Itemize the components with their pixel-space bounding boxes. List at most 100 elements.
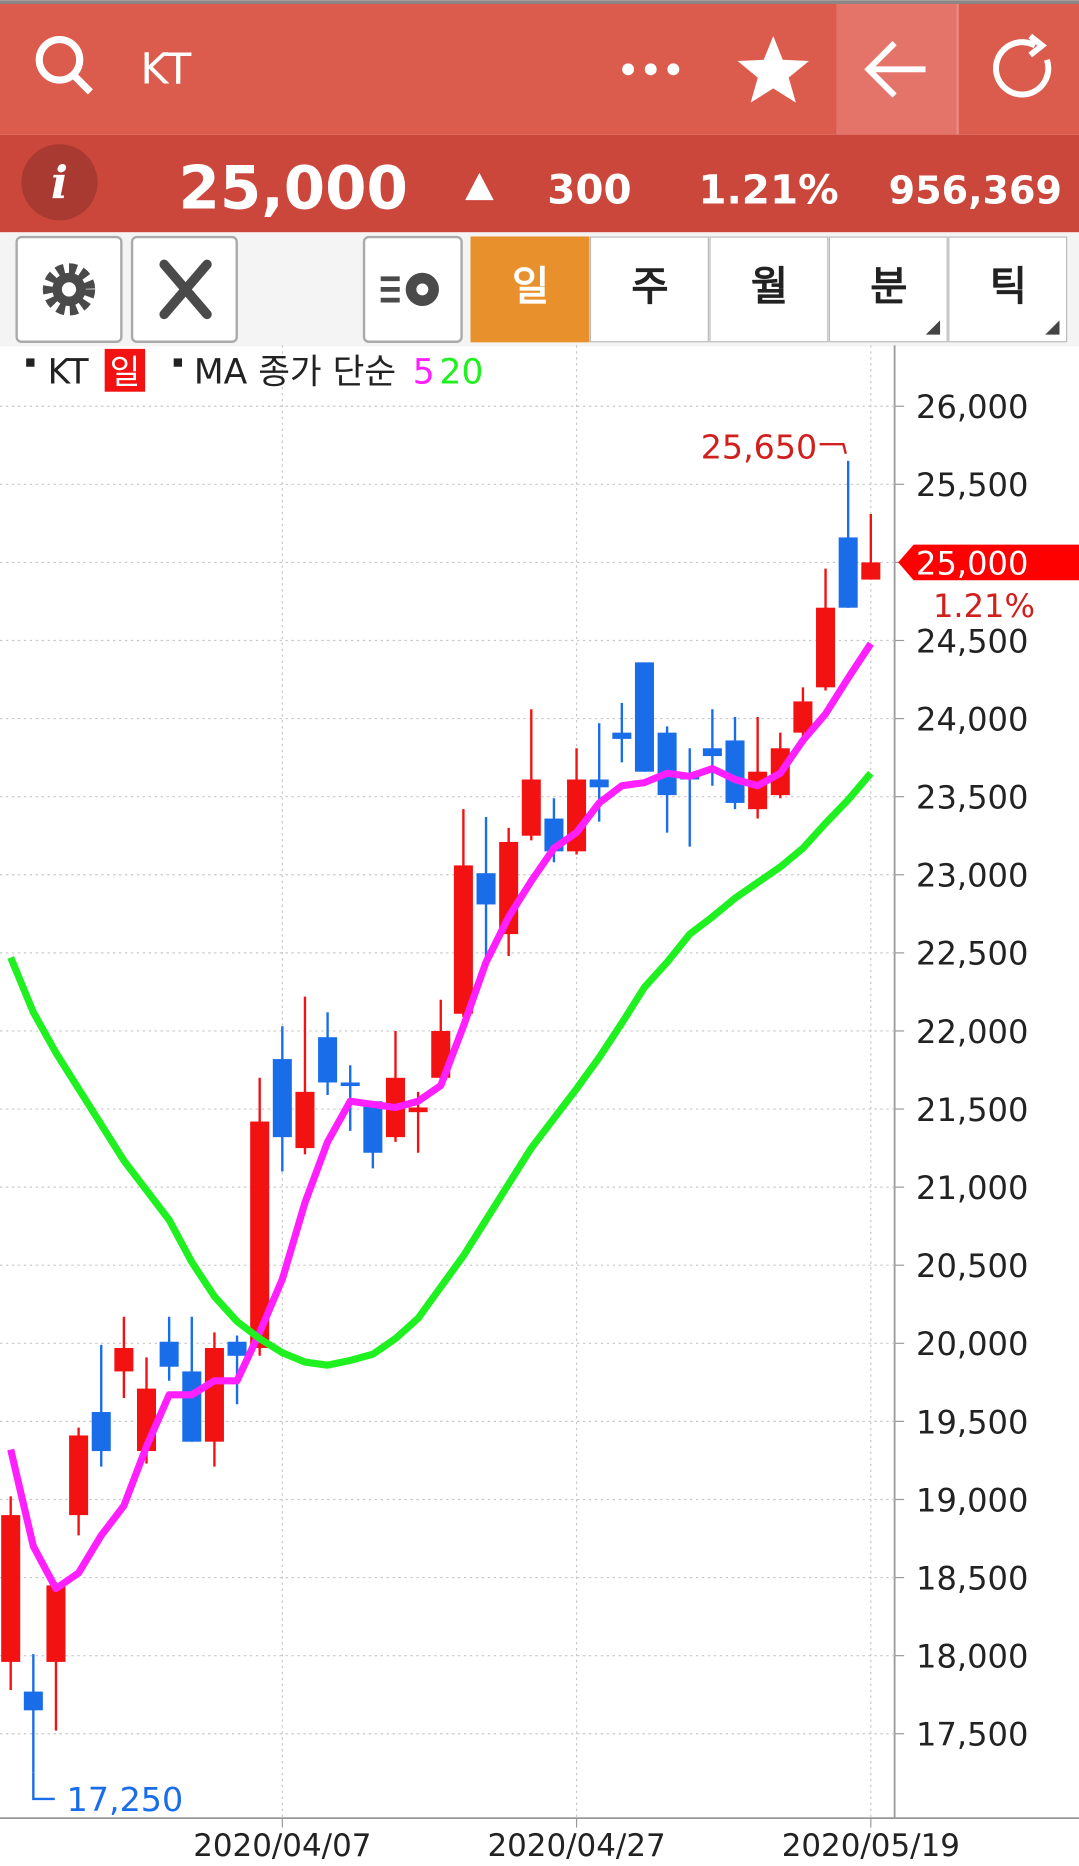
y-tick-label: 18,000 (916, 1638, 1028, 1676)
stock-name: KT (140, 45, 192, 95)
candle-body (725, 740, 745, 803)
last-price-tag (898, 544, 1079, 581)
candle-body (340, 1082, 360, 1087)
favorite-icon[interactable] (737, 36, 809, 103)
last-change-label: 1.21% (933, 587, 1035, 625)
legend-entry: 20 (440, 352, 484, 392)
period-tab[interactable] (948, 236, 1068, 343)
min-pointer (32, 1772, 55, 1801)
candle-body (204, 1347, 224, 1442)
indicator-icon (380, 272, 439, 307)
candle-body (657, 732, 677, 796)
candle-body (476, 873, 496, 905)
chart: 17,500 18,000 18,500 19,000 19,500 20,000 20,5… (0, 345, 1079, 1864)
period-tab[interactable] (709, 236, 829, 343)
legend-entry: 5 (413, 352, 435, 392)
candle-body (318, 1037, 338, 1083)
candle-body (702, 748, 722, 757)
candle-body (363, 1101, 383, 1153)
candle-body (250, 1121, 270, 1348)
candle-body (1, 1515, 21, 1662)
gear-icon (42, 263, 96, 316)
change-pct: 1.21% (698, 166, 838, 214)
y-tick-label: 23,000 (916, 857, 1028, 895)
candle-body (272, 1059, 292, 1138)
y-tick-label: 21,500 (916, 1091, 1028, 1129)
period-tab-label: 분 (870, 262, 907, 310)
max-label: 25,650 (701, 428, 818, 467)
period-tab-label: 주 (631, 262, 668, 310)
moving-average-line (7, 770, 874, 1369)
y-tick-label: 25,500 (916, 466, 1028, 504)
last-price-label: 25,000 (916, 544, 1028, 582)
candle-body (91, 1412, 111, 1452)
y-tick-label: 21,000 (916, 1169, 1028, 1207)
change: 300 (547, 166, 631, 214)
candle-body (227, 1341, 247, 1356)
y-tick-label: 26,000 (916, 388, 1028, 426)
tab-corner (1045, 320, 1060, 335)
candle-body (793, 701, 813, 733)
legend-ma-label: MA 종가 단순 (194, 352, 396, 392)
y-tick-label: 24,000 (916, 700, 1028, 738)
tab-corner (925, 320, 941, 335)
candle-body (114, 1347, 134, 1372)
legend-marker (26, 358, 35, 367)
legend-marker (173, 358, 183, 367)
candle-body (612, 732, 632, 739)
x-tick-label: 2020/04/07 (193, 1828, 371, 1864)
quote-bar (0, 134, 1079, 233)
candle-body (408, 1107, 428, 1113)
y-tick-label: 24,500 (916, 622, 1028, 660)
more-icon[interactable] (622, 63, 680, 76)
period-tab[interactable] (589, 236, 709, 343)
period-tab-label: 월 (751, 262, 788, 310)
y-tick-label: 19,000 (916, 1481, 1028, 1519)
legend-period: 일 (110, 352, 141, 391)
period-tab[interactable] (470, 236, 590, 343)
candle-body (23, 1691, 43, 1711)
candle-body (182, 1371, 202, 1442)
refresh-icon[interactable] (992, 33, 1052, 98)
tools-icon (159, 259, 212, 320)
status-edge (0, 0, 1079, 4)
y-tick-label: 20,500 (916, 1247, 1028, 1285)
y-tick-label: 18,500 (916, 1559, 1028, 1597)
volume: 956,369 (889, 169, 1062, 213)
y-tick-label: 20,000 (916, 1325, 1028, 1363)
candle-body (69, 1435, 89, 1516)
candle-body (634, 662, 654, 772)
min-label: 17,250 (67, 1780, 184, 1819)
y-tick-label: 19,500 (916, 1403, 1028, 1441)
info-button[interactable] (21, 144, 98, 221)
candle-body (816, 607, 836, 688)
legend-period-bg (104, 348, 146, 392)
candle-body (861, 562, 881, 580)
search-icon[interactable] (35, 36, 93, 95)
candle-body (46, 1585, 66, 1662)
x-tick-label: 2020/04/27 (487, 1828, 665, 1864)
y-tick-label: 22,500 (916, 935, 1028, 973)
back-icon[interactable] (864, 41, 926, 98)
candle-body (838, 537, 858, 608)
x-tick-label: 2020/05/19 (782, 1828, 960, 1864)
candle-body (589, 779, 609, 788)
candle-body (295, 1091, 315, 1149)
period-tab[interactable] (828, 236, 948, 343)
candle-body (521, 779, 541, 836)
period-tab-label: 틱 (990, 262, 1027, 310)
period-tab-label: 일 (512, 262, 549, 310)
info-icon: i (51, 156, 68, 209)
candle-body (159, 1341, 179, 1367)
moving-average-line (7, 641, 874, 1593)
max-pointer (819, 443, 847, 455)
y-tick-label: 17,500 (916, 1716, 1028, 1754)
candle-body (748, 771, 768, 810)
price: 25,000 (178, 155, 407, 224)
up-arrow (465, 172, 494, 201)
y-tick-label: 23,500 (916, 779, 1028, 817)
legend-entry: KT (48, 352, 90, 392)
